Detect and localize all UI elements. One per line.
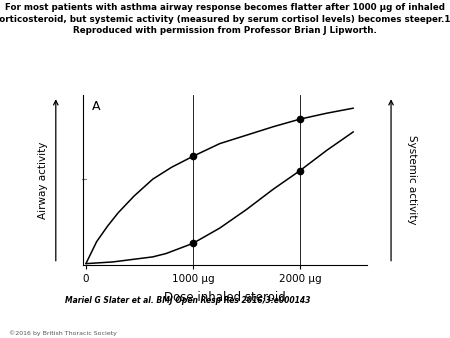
Text: Airway activity: Airway activity (38, 141, 48, 219)
Text: BMJ Open
Respiratory
Research: BMJ Open Respiratory Research (360, 298, 418, 329)
Text: For most patients with asthma airway response becomes flatter after 1000 µg of i: For most patients with asthma airway res… (0, 3, 450, 35)
Text: Systemic activity: Systemic activity (407, 135, 417, 225)
Text: Mariel G Slater et al. BMJ Open Resp Res 2016;3:e000143: Mariel G Slater et al. BMJ Open Resp Res… (65, 296, 310, 305)
X-axis label: Dose inhaled steroid: Dose inhaled steroid (164, 291, 286, 304)
Text: ©2016 by British Thoracic Society: ©2016 by British Thoracic Society (9, 331, 117, 336)
Text: A: A (92, 100, 100, 113)
